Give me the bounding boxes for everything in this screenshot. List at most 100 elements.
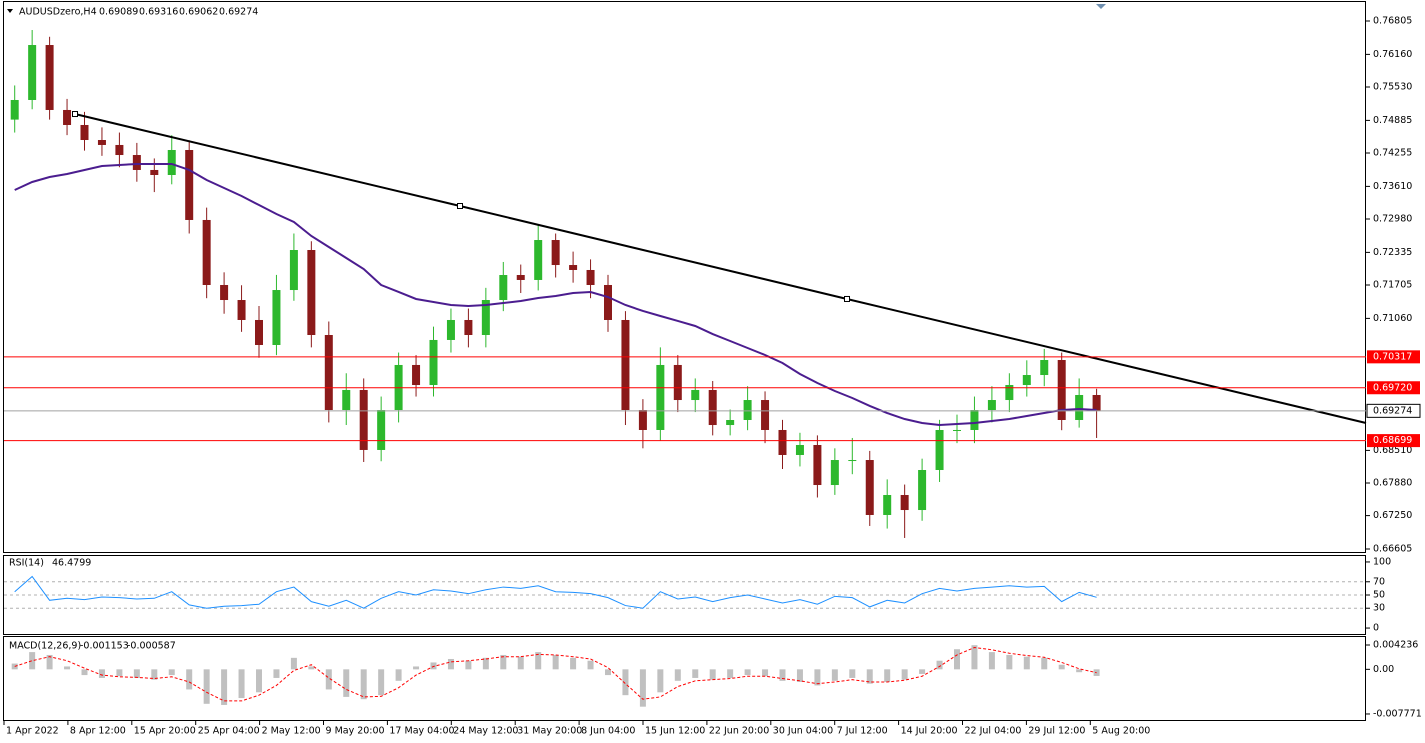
macd-bar: [1006, 654, 1013, 670]
candle-body: [830, 460, 839, 486]
menu-arrow[interactable]: [7, 9, 13, 13]
symbol-label: AUDUSDzero,H4: [19, 7, 97, 18]
y-tick-label: 0.71060: [1373, 313, 1412, 324]
y-tick-label: 0: [1373, 623, 1379, 634]
y-tick-label: 0.74255: [1373, 147, 1412, 158]
y-tick-label: 0.67880: [1373, 477, 1412, 488]
macd-bar: [779, 669, 786, 681]
candle-body: [621, 319, 630, 411]
candle-body: [220, 284, 229, 301]
candle-body: [167, 149, 176, 175]
candle-body: [1057, 360, 1066, 420]
macd-bar: [1058, 664, 1065, 670]
x-tick-label: 22 Jun 20:00: [709, 726, 769, 737]
x-tick-label: 24 May 12:00: [453, 726, 518, 737]
candle-body: [970, 410, 979, 430]
macd-bar: [849, 669, 856, 678]
macd-label: MACD(12,26,9): [9, 641, 81, 652]
candle-body: [953, 429, 961, 431]
macd-value: -0.001153: [80, 641, 129, 652]
y-tick-label: 0.71705: [1373, 279, 1412, 290]
level-tag: [1367, 434, 1420, 448]
trendline-anchor: [457, 203, 463, 210]
level-label: 0.70317: [1373, 351, 1412, 362]
x-tick-label: 29 Jul 12:00: [1028, 726, 1085, 737]
candle-body: [255, 319, 263, 345]
macd-bar: [1023, 656, 1030, 670]
macd-bar: [64, 666, 71, 670]
macd-bar: [360, 669, 367, 700]
macd-bar: [692, 669, 699, 678]
y-tick-label: 30: [1373, 603, 1385, 614]
candle-body: [150, 169, 159, 175]
bar-close: 0.69274: [219, 7, 258, 18]
macd-pane: [3, 636, 1366, 721]
trendline: [74, 113, 1367, 424]
macd-bar: [1076, 669, 1083, 673]
macd-bar: [308, 666, 315, 670]
x-tick-label: 8 Jun 04:00: [581, 726, 635, 737]
macd-bar: [570, 657, 577, 670]
macd-bar: [81, 669, 88, 676]
candle-body: [481, 300, 490, 336]
candle-body: [446, 319, 455, 340]
candle-body: [202, 219, 211, 285]
macd-bar: [447, 658, 454, 670]
y-tick-label: 0.67250: [1373, 510, 1412, 521]
macd-bar: [552, 654, 559, 670]
candle-body: [900, 495, 909, 511]
macd-bar: [290, 657, 297, 670]
y-tick-label: 0.76805: [1373, 15, 1412, 26]
x-tick-label: 5 Aug 20:00: [1092, 726, 1150, 737]
bar-open: 0.69089: [99, 7, 138, 18]
candle-body: [691, 389, 700, 401]
macd-bar: [203, 669, 210, 704]
macd-bar: [465, 660, 472, 670]
bar-low: 0.69062: [179, 7, 218, 18]
candle-body: [726, 420, 735, 426]
y-tick-label: 0.73610: [1373, 181, 1412, 192]
candle-body: [604, 284, 612, 320]
macd-bar: [971, 645, 978, 670]
macd-bar: [273, 669, 280, 678]
candle-body: [1040, 360, 1049, 376]
x-tick-label: 25 Apr 04:00: [198, 726, 260, 737]
macd-bar: [378, 669, 385, 696]
macd-bar: [517, 656, 524, 670]
candle-body: [115, 144, 124, 156]
candle-body: [708, 389, 717, 426]
candle-body: [1005, 385, 1014, 401]
x-tick-label: 14 Jul 20:00: [901, 726, 958, 737]
candle-body: [1092, 394, 1101, 411]
trendline-anchor: [844, 295, 850, 302]
candle-body: [45, 45, 54, 110]
candle-body: [237, 300, 246, 320]
x-tick-label: 22 Jul 04:00: [965, 726, 1022, 737]
macd-bar: [727, 669, 734, 678]
candle-body: [1075, 394, 1084, 420]
macd-bar: [988, 652, 995, 670]
candle-body: [935, 429, 944, 471]
x-tick-label: 15 Jun 12:00: [645, 726, 705, 737]
candle-body: [429, 339, 438, 386]
candle-body: [918, 470, 927, 511]
candle-body: [377, 410, 386, 450]
macd-bar: [221, 669, 228, 705]
candle-body: [185, 149, 194, 220]
macd-bar: [587, 660, 594, 670]
trendline-anchor: [72, 111, 78, 118]
candle-body: [638, 410, 647, 430]
macd-bar: [482, 657, 489, 670]
candle-body: [80, 124, 89, 141]
candle-body: [813, 445, 822, 486]
candle-body: [673, 364, 682, 401]
macd-bar: [325, 669, 332, 690]
candle-body: [464, 319, 473, 336]
y-tick-label: 100: [1373, 556, 1391, 567]
macd-bar: [133, 669, 140, 678]
y-tick-label: 0.68510: [1373, 445, 1412, 456]
moving-average: [14, 162, 1097, 427]
signal-line: [14, 646, 1097, 702]
shift-marker: [1096, 4, 1106, 9]
candle-body: [883, 495, 892, 515]
